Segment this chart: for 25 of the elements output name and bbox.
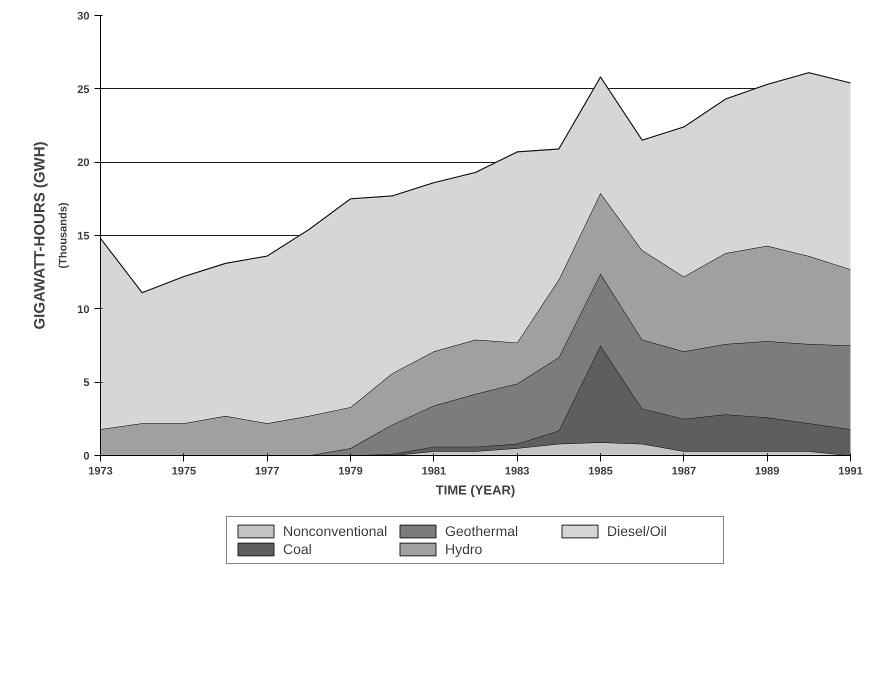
text: (Thousands): [57, 202, 70, 268]
legend-label: Hydro: [445, 541, 484, 557]
y-tick-label: 5: [83, 377, 90, 390]
x-tick-label: 1981: [422, 466, 446, 478]
legend-label: Geothermal: [445, 523, 520, 539]
x-tick-label: 1989: [754, 466, 780, 478]
x-tick-label: 1977: [254, 466, 280, 478]
y-tick-label: 25: [77, 84, 90, 96]
legend-label: Nonconventional: [283, 523, 388, 539]
y-tick-label: 0: [83, 450, 90, 462]
y-tick-label: 20: [77, 157, 90, 170]
legend-label: Diesel/Oil: [607, 523, 668, 539]
y-tick-label: 10: [77, 304, 90, 316]
x-axis-title: TIME (YEAR): [436, 482, 516, 498]
x-tick-label: 1975: [172, 466, 196, 478]
legend-label: Coal: [283, 541, 313, 557]
y-tick-label: 30: [77, 10, 90, 22]
x-tick-label: 1987: [672, 466, 696, 478]
x-tick-label: 1979: [338, 466, 363, 478]
x-tick-label: 1973: [88, 466, 113, 478]
y-axis-title: GIGAWATT-HOURS (GWH): [32, 141, 48, 330]
x-tick-label: 1983: [504, 466, 530, 478]
x-tick-label: 1991: [838, 466, 863, 478]
x-tick-label: 1985: [588, 466, 613, 478]
y-tick-label: 15: [77, 230, 90, 242]
